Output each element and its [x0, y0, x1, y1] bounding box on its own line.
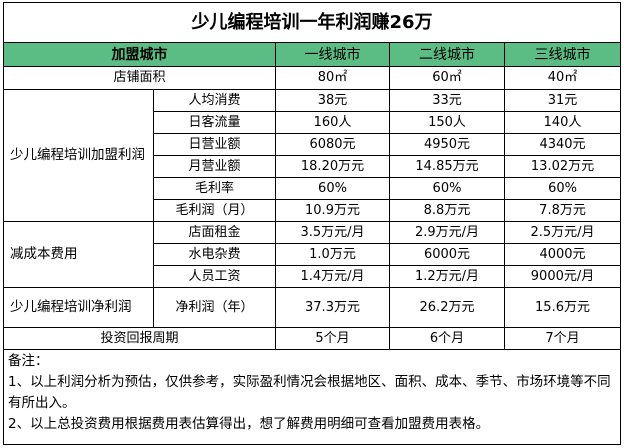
- cell-value: 60%: [275, 177, 390, 200]
- table-row: 少儿编程培训净利润 净利润（年） 37.3万元 26.2万元 15.6万元: [3, 287, 622, 328]
- table-row: 减成本费用 店面租金 3.5万元/月 2.9万元/月 2.5万元/月: [3, 221, 622, 288]
- row-label: 毛利率: [153, 177, 276, 200]
- title-row: 少儿编程培训一年利润赚26万: [2, 2, 622, 43]
- table-row: 人员工资 1.4万元/月 1.2万元/月 9000元/月: [4, 265, 622, 288]
- cell-value: 2.9万元/月: [389, 221, 505, 244]
- row-label: 店面租金: [153, 221, 276, 244]
- notes-line-1: 1、以上利润分析为预估，仅供参考，实际盈利情况会根据地区、面积、成本、季节、市场…: [8, 374, 611, 411]
- payback-value-1: 5个月: [275, 327, 390, 350]
- row-label: 人均消费: [153, 89, 276, 112]
- cell-value: 1.2万元/月: [389, 265, 505, 288]
- cell-value: 37.3万元: [275, 287, 390, 328]
- cell-value: 10.9万元: [275, 199, 390, 222]
- notes-cell: 备注： 1、以上利润分析为预估，仅供参考，实际盈利情况会根据地区、面积、成本、季…: [2, 349, 622, 445]
- header-tier-2: 二线城市: [389, 42, 505, 67]
- cell-value: 14.85万元: [389, 155, 505, 178]
- cell-value: 4000元: [503, 243, 622, 266]
- payback-value-3: 7个月: [503, 327, 622, 350]
- table-title: 少儿编程培训一年利润赚26万: [2, 2, 622, 43]
- table-row: 店铺面积 80㎡ 60㎡ 40㎡: [3, 66, 622, 90]
- row-label: 人员工资: [153, 265, 276, 288]
- cell-value: 31元: [503, 89, 622, 112]
- row-label: 月营业额: [153, 155, 276, 178]
- cell-value: 3.5万元/月: [275, 221, 390, 244]
- cell-value: 6080元: [275, 133, 390, 156]
- cell-value: 1.4万元/月: [275, 265, 390, 288]
- cell-value: 18.20万元: [275, 155, 390, 178]
- cell-value: 140人: [503, 111, 622, 134]
- cell-value: 150人: [389, 111, 505, 134]
- area-value-2: 60㎡: [389, 66, 505, 90]
- notes-line-2: 2、以上总投资费用根据费用表估算得出，想了解费用明细可查看加盟费用表格。: [8, 416, 490, 432]
- cell-value: 38元: [275, 89, 390, 112]
- table-row: 水电杂费 1.0万元 6000元 4000元: [4, 243, 622, 266]
- row-label: 日营业额: [153, 133, 276, 156]
- net-group-label: 少儿编程培训净利润: [3, 287, 154, 328]
- cell-value: 4340元: [503, 133, 622, 156]
- row-label: 净利润（年）: [153, 287, 276, 328]
- area-value-1: 80㎡: [275, 66, 390, 90]
- table-row: 毛利润（月） 10.9万元 8.8万元 7.8万元: [4, 199, 622, 222]
- cell-value: 160人: [275, 111, 390, 134]
- cell-value: 15.6万元: [503, 287, 622, 328]
- notes-row: 备注： 1、以上利润分析为预估，仅供参考，实际盈利情况会根据地区、面积、成本、季…: [2, 349, 622, 445]
- row-label: 水电杂费: [153, 243, 276, 266]
- cell-value: 7.8万元: [503, 199, 622, 222]
- cell-value: 60%: [389, 177, 505, 200]
- cell-value: 4950元: [389, 133, 505, 156]
- cell-value: 33元: [389, 89, 505, 112]
- cell-value: 9000元/月: [503, 265, 622, 288]
- cell-value: 2.5万元/月: [503, 221, 622, 244]
- header-city-label: 加盟城市: [3, 42, 276, 67]
- cell-value: 8.8万元: [389, 199, 505, 222]
- header-tier-1: 一线城市: [275, 42, 390, 67]
- table-row: 少儿编程培训加盟利润 人均消费 38元 33元 31元: [3, 89, 622, 222]
- cell-value: 60%: [503, 177, 622, 200]
- payback-label: 投资回报周期: [3, 327, 276, 350]
- table-row: 月营业额 18.20万元 14.85万元 13.02万元: [4, 155, 622, 178]
- header-row: 加盟城市 一线城市 二线城市 三线城市: [3, 42, 622, 67]
- cell-value: 26.2万元: [389, 287, 505, 328]
- cell-value: 1.0万元: [275, 243, 390, 266]
- header-tier-3: 三线城市: [503, 42, 622, 67]
- cell-value: 6000元: [389, 243, 505, 266]
- cell-value: 13.02万元: [503, 155, 622, 178]
- row-label: 日客流量: [153, 111, 276, 134]
- cost-group-label: 减成本费用: [3, 221, 154, 288]
- area-value-3: 40㎡: [503, 66, 622, 90]
- row-label: 毛利润（月）: [153, 199, 276, 222]
- revenue-group-label: 少儿编程培训加盟利润: [3, 89, 154, 222]
- table-row: 毛利率 60% 60% 60%: [4, 177, 622, 200]
- area-label: 店铺面积: [3, 66, 276, 90]
- notes-heading: 备注：: [8, 353, 49, 369]
- payback-value-2: 6个月: [389, 327, 505, 350]
- table-row: 投资回报周期 5个月 6个月 7个月: [3, 327, 622, 350]
